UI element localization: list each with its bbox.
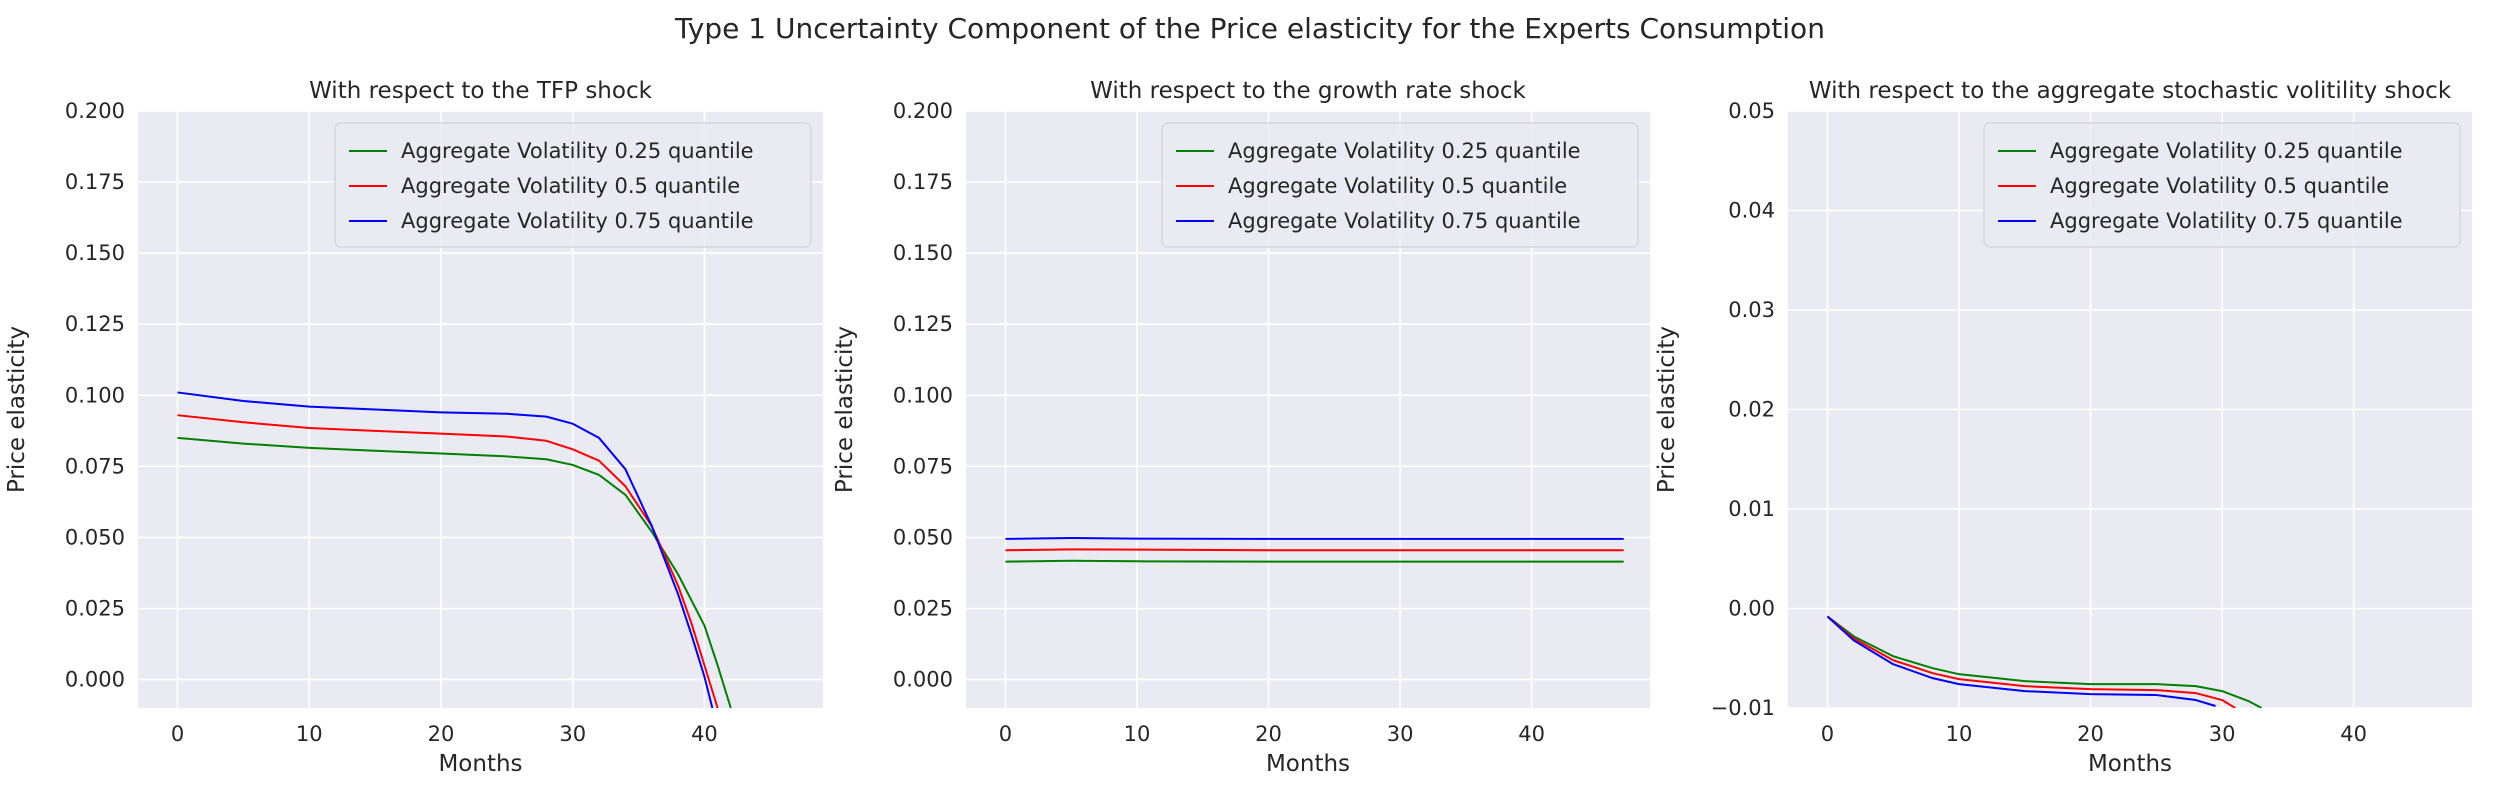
y-tick-label: 0.200	[65, 99, 125, 123]
panel-3: 0 10 20 30 40 −0.01 0.00 0.01 0.02 0.03 0.04 0.05 Wi…	[1654, 78, 2472, 777]
x-tick-label: 40	[1518, 722, 1545, 746]
y-tick-label: 0.04	[1728, 199, 1775, 223]
x-axis-label: Months	[438, 751, 522, 777]
y-tick-label: 0.150	[65, 241, 125, 265]
series-line-3	[1005, 537, 1624, 540]
y-axis-label: Price elasticity	[832, 326, 858, 493]
series-group	[1005, 537, 1624, 563]
series-line-2	[1826, 615, 2236, 708]
x-tick-label: 30	[1387, 722, 1414, 746]
y-tick-label: 0.000	[893, 668, 953, 692]
legend-box	[1983, 122, 2461, 248]
y-tick-label: 0.200	[893, 99, 953, 123]
legend-label: Aggregate Volatility 0.75 quantile	[2050, 209, 2403, 233]
y-tick-label: −0.01	[1711, 696, 1775, 720]
y-tick-label: 0.05	[1728, 99, 1775, 123]
y-tick-label: 0.100	[65, 383, 125, 407]
x-tick-label: 30	[2209, 722, 2236, 746]
y-tick-label: 0.03	[1728, 298, 1775, 322]
y-tick-label: 0.100	[893, 383, 953, 407]
y-tick-label: 0.075	[65, 454, 125, 478]
x-tick-label: 20	[2077, 722, 2104, 746]
x-tick-label: 40	[2340, 722, 2367, 746]
y-tick-label: 0.01	[1728, 497, 1775, 521]
y-axis-label: Price elasticity	[1654, 326, 1680, 493]
x-tick-label: 30	[559, 722, 586, 746]
series-line-1	[177, 436, 732, 708]
y-tick-label: 0.00	[1728, 597, 1775, 621]
x-tick-label: 10	[1124, 722, 1151, 746]
legend: Aggregate Volatility 0.25 quantile Aggreg…	[1983, 122, 2461, 248]
y-tick-label: 0.02	[1728, 398, 1775, 422]
y-tick-label: 0.175	[893, 170, 953, 194]
x-tick-label: 40	[691, 722, 718, 746]
panel-1: 0 10 20 30 40 0.000 0.025 0.050 0.075 0.100 0.125 0…	[4, 78, 823, 777]
y-axis-label: Price elasticity	[4, 326, 30, 493]
legend-box	[334, 122, 812, 248]
x-tick-label: 0	[171, 722, 184, 746]
y-tick-label: 0.125	[65, 312, 125, 336]
legend-label: Aggregate Volatility 0.5 quantile	[401, 174, 740, 198]
series-group	[177, 391, 732, 708]
y-tick-label: 0.050	[893, 525, 953, 549]
series-line-2	[177, 414, 719, 708]
legend-label: Aggregate Volatility 0.5 quantile	[1228, 174, 1567, 198]
series-line-1	[1005, 559, 1624, 563]
legend: Aggregate Volatility 0.25 quantile Aggreg…	[334, 122, 812, 248]
legend-label: Aggregate Volatility 0.25 quantile	[1228, 139, 1581, 163]
legend-box	[1161, 122, 1639, 248]
panel-title: With respect to the TFP shock	[309, 78, 653, 104]
x-axis-label: Months	[2088, 751, 2172, 777]
legend-label: Aggregate Volatility 0.25 quantile	[2050, 139, 2403, 163]
panel-title: With respect to the growth rate shock	[1090, 78, 1526, 104]
series-group	[1826, 615, 2263, 708]
legend-label: Aggregate Volatility 0.75 quantile	[1228, 209, 1581, 233]
y-tick-label: 0.025	[65, 597, 125, 621]
figure-title: Type 1 Uncertainty Component of the Pric…	[674, 12, 1825, 45]
x-axis-label: Months	[1266, 751, 1350, 777]
y-tick-label: 0.125	[893, 312, 953, 336]
y-tick-label: 0.000	[65, 668, 125, 692]
legend-label: Aggregate Volatility 0.5 quantile	[2050, 174, 2389, 198]
x-tick-label: 10	[296, 722, 323, 746]
y-tick-label: 0.175	[65, 170, 125, 194]
legend-label: Aggregate Volatility 0.75 quantile	[401, 209, 754, 233]
legend-label: Aggregate Volatility 0.25 quantile	[401, 139, 754, 163]
x-tick-label: 20	[428, 722, 455, 746]
series-line-3	[1826, 615, 2216, 707]
y-tick-label: 0.150	[893, 241, 953, 265]
y-tick-label: 0.025	[893, 597, 953, 621]
series-line-2	[1005, 548, 1624, 552]
y-tick-label: 0.075	[893, 454, 953, 478]
x-tick-label: 10	[1946, 722, 1973, 746]
y-tick-label: 0.050	[65, 525, 125, 549]
series-line-1	[1826, 615, 2263, 708]
x-tick-label: 0	[999, 722, 1012, 746]
panel-2: 0 10 20 30 40 0.000 0.025 0.050 0.075 0.100 0.125 0…	[832, 78, 1650, 777]
x-tick-label: 0	[1821, 722, 1834, 746]
panel-title: With respect to the aggregate stochastic…	[1809, 78, 2452, 104]
legend: Aggregate Volatility 0.25 quantile Aggreg…	[1161, 122, 1639, 248]
series-line-3	[177, 391, 714, 708]
x-tick-label: 20	[1255, 722, 1282, 746]
